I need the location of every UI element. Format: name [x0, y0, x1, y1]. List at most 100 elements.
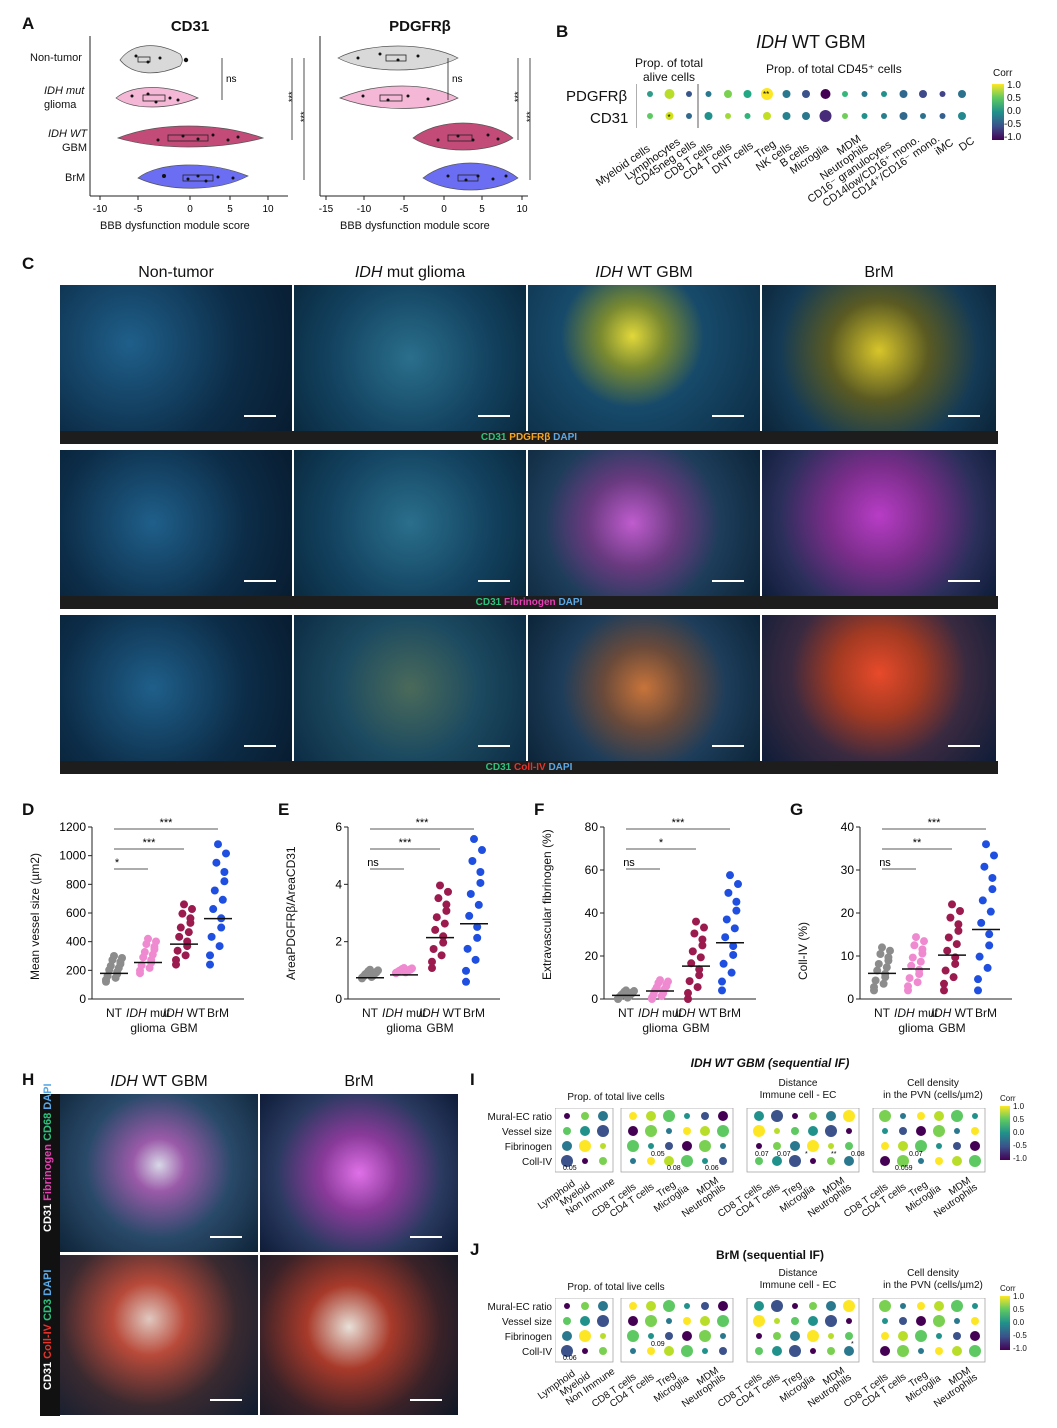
- panel-j-dot-3-2-1: [916, 1316, 926, 1326]
- panel-c-col-3: IDH WT GBM: [595, 264, 693, 281]
- tick-a2-5: 10: [516, 204, 528, 215]
- quant-3-point-1-6: [920, 937, 928, 946]
- panel-i-dot-2-4-0: [826, 1111, 836, 1121]
- panel-j-dot-0-0-0: [564, 1303, 570, 1309]
- dot-b-bot-13: [899, 112, 908, 120]
- quant-2-ytick-4: 80: [585, 820, 599, 834]
- quant-2-point-3-9: [724, 888, 733, 897]
- quant-3-point-3-11: [974, 975, 982, 984]
- quant-2-point-3-2: [729, 950, 738, 959]
- tick-a2-0: -15: [319, 204, 334, 215]
- quant-0-point-3-12: [220, 867, 229, 876]
- panel-j-dot-1-4-1: [700, 1316, 710, 1326]
- quant-1-point-2-3: [436, 881, 444, 890]
- panel-h-col-1: IDH WT GBM: [110, 1073, 208, 1090]
- quant-1-point-2-11: [428, 957, 436, 966]
- quant-0-point-0-12: [116, 957, 125, 966]
- panel-i-row-0: Mural-EC ratio: [487, 1112, 552, 1123]
- panel-b-legend-tick-4: -1.0: [1004, 132, 1022, 143]
- panel-j-dot-0-2-1: [597, 1315, 609, 1327]
- panel-i-dot-0-0-3: [561, 1155, 573, 1167]
- micro-h-r1-brm: [260, 1094, 458, 1252]
- panel-i-subtitle-0: Prop. of total live cells: [567, 1092, 665, 1103]
- quant-1-point-2-13: [439, 932, 448, 941]
- micro-c-r2-brm: [762, 450, 996, 596]
- tick-a2-2: -5: [400, 204, 409, 215]
- quant-1-ylabel: AreaPDGFRβ/AreaCD31: [284, 846, 298, 980]
- c-row1-channel-label: CD31 PDGFRβ DAPI: [60, 431, 998, 444]
- panel-i-dot-2-3-1: [808, 1126, 818, 1136]
- quant-0-point-3-6: [222, 849, 230, 858]
- violin-chart-cd31: ns *** *** -10 -5 0 5 10: [89, 36, 309, 215]
- panel-j-colorbar: [1000, 1296, 1010, 1350]
- quant-0-point-3-0: [206, 960, 214, 969]
- panel-i-annot-0: 0.05: [651, 1151, 665, 1158]
- quant-3-point-2-5: [941, 966, 950, 975]
- panel-j-dot-1-1-2: [648, 1333, 654, 1339]
- panel-i-dot-2-5-2: [845, 1142, 853, 1150]
- quant-1-sig-0: ns: [367, 857, 379, 869]
- quant-0-sig-1: ***: [143, 837, 157, 849]
- panel-i-dot-0-1-3: [582, 1158, 588, 1164]
- panel-i-dot-1-2-2: [665, 1142, 673, 1150]
- tick-a1-0: -10: [93, 204, 108, 215]
- quant-3-ytick-4: 40: [841, 820, 855, 834]
- panel-i-dot-3-5-1: [971, 1127, 979, 1135]
- quant-3-point-0-5: [871, 976, 880, 985]
- panel-j-dot-2-3-3: [810, 1348, 816, 1354]
- quant-1-point-3-11: [462, 966, 470, 975]
- panel-i-legend-tick-4: -1.0: [1013, 1154, 1027, 1163]
- panel-i-dot-2-0-1: [753, 1125, 765, 1137]
- panel-h-col-2: BrM: [344, 1073, 374, 1090]
- dot-b-bot-8: [802, 112, 810, 120]
- panel-i-dot-2-5-0: [843, 1110, 855, 1122]
- quant-2-xlabel-3: BrM: [719, 1006, 741, 1020]
- quant-3-point-2-8: [949, 973, 958, 982]
- quant-1-point-3-10: [465, 911, 474, 920]
- quant-3-point-0-11: [870, 983, 878, 992]
- quant-0-xlabel-3: BrM: [207, 1006, 229, 1020]
- quant-1-point-3-7: [474, 900, 483, 909]
- quant-2-point-1-9: [654, 978, 663, 987]
- panel-j-dot-3-5-0: [972, 1303, 978, 1309]
- panel-j-legend-tick-3: -0.5: [1013, 1331, 1027, 1340]
- panel-j-dot-1-5-0: [718, 1301, 728, 1311]
- quant-2-xlabel-1: IDH mut glioma: [637, 1006, 682, 1035]
- quant-1-point-3-8: [471, 955, 480, 964]
- panel-i-dot-0-2-1: [597, 1125, 609, 1137]
- quant-1-xlabel-1: IDH mut glioma: [381, 1006, 426, 1035]
- panel-j-dot-1-4-0: [701, 1302, 709, 1310]
- dot-b-bot-9: [819, 110, 832, 122]
- group-label-idhmut: IDH mut glioma: [44, 85, 85, 111]
- panel-j-dot-2-1-0: [771, 1300, 783, 1312]
- micro-c-r1-brm: [762, 285, 996, 431]
- quant-3-point-2-12: [954, 920, 963, 929]
- quant-1-point-3-6: [478, 846, 486, 855]
- panel-i-dot-1-5-3: [719, 1157, 727, 1165]
- c-row3-channel-label: CD31 Coll-IV DAPI: [60, 761, 998, 774]
- quant-3-point-1-8: [913, 978, 922, 987]
- panel-i-annot-3: 0.07: [777, 1151, 791, 1158]
- quant-3-point-3-13: [985, 930, 994, 939]
- panel-i-dot-2-5-3: [844, 1156, 854, 1166]
- panel-i-dot-3-0-2: [881, 1142, 889, 1150]
- quant-3-point-3-7: [986, 907, 995, 916]
- dot-b-top-14: [919, 90, 927, 98]
- group-label-idhwt: IDH WT GBM: [48, 128, 88, 154]
- quant-0-ytick-0: 0: [79, 992, 86, 1006]
- panel-i-dot-1-1-2: [648, 1143, 654, 1149]
- dot-b-top-7: [782, 90, 791, 98]
- quant-0-point-0-11: [102, 975, 110, 984]
- panel-j-legend-title: Corr: [1000, 1284, 1016, 1293]
- panel-i-dot-1-0-1: [628, 1126, 638, 1136]
- panel-b-colorbar: [992, 84, 1004, 140]
- quant-2-point-3-6: [734, 880, 742, 889]
- panel-j-dot-2-0-2: [756, 1333, 762, 1339]
- panel-i-dot-0-1-0: [581, 1112, 589, 1120]
- panel-j-dot-3-4-2: [953, 1332, 961, 1340]
- quant-1-point-3-0: [462, 977, 470, 986]
- dot-b-top-13: [899, 90, 908, 98]
- panel-i-dot-1-4-0: [701, 1112, 709, 1120]
- panel-b-row-cd31: CD31: [590, 110, 629, 127]
